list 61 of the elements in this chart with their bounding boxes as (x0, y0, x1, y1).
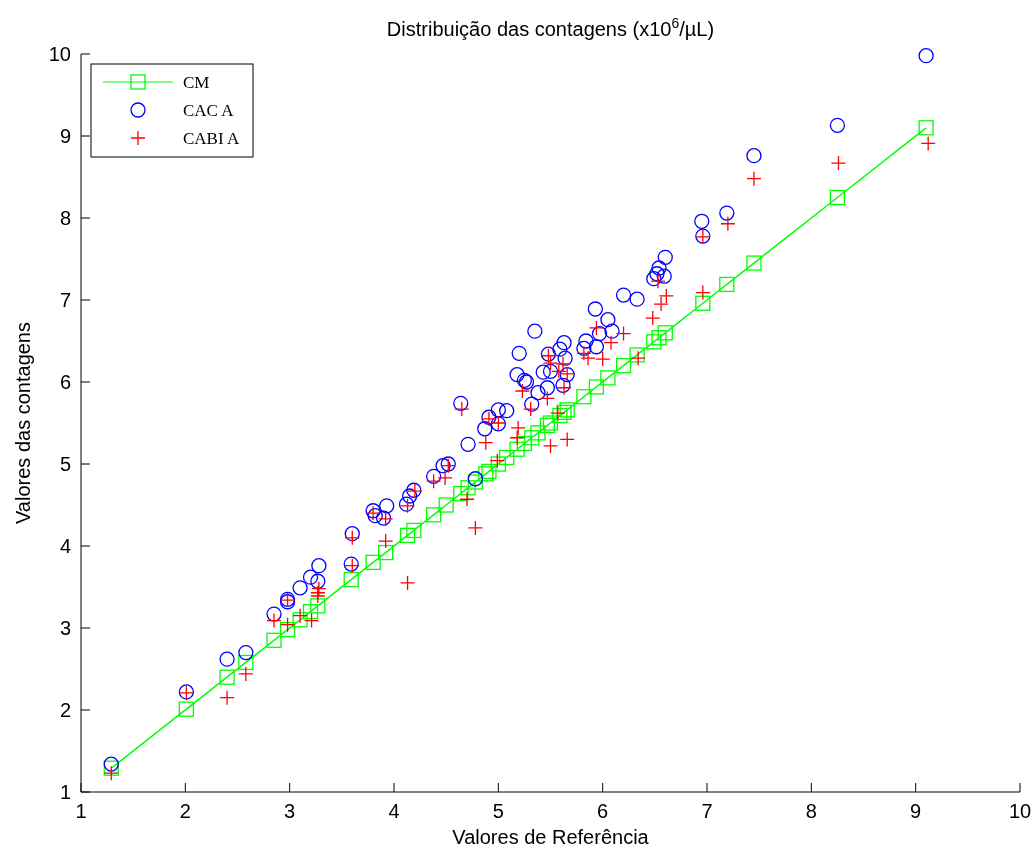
x-tick-label: 4 (388, 800, 400, 822)
y-tick-label: 9 (59, 125, 71, 147)
point (524, 430, 540, 446)
point (829, 189, 846, 206)
point (516, 435, 533, 452)
x-tick-label: 10 (1008, 800, 1032, 822)
y-tick-label: 7 (59, 289, 71, 311)
point (600, 370, 616, 386)
point (657, 325, 673, 341)
x-tick-label: 9 (910, 800, 922, 822)
x-tick-label: 2 (179, 800, 191, 822)
point (918, 120, 934, 136)
point (292, 612, 308, 628)
point (426, 507, 442, 523)
point (343, 571, 359, 588)
x-tick-label: 1 (75, 800, 87, 822)
y-tick-label: 10 (48, 43, 71, 65)
point (576, 389, 592, 405)
point (509, 441, 525, 457)
point (460, 480, 476, 496)
point (646, 334, 662, 350)
point (238, 654, 254, 671)
x-tick-label: 6 (597, 800, 609, 822)
chart-title: Distribuição das contagens (x10$^{6}$/µL) (386, 15, 715, 40)
y-tick-label: 1 (59, 781, 71, 803)
y-tick-label: 4 (59, 535, 71, 557)
y-tick-label: 3 (59, 617, 71, 639)
x-tick-label: 3 (284, 800, 296, 822)
point (588, 379, 605, 395)
x-tick-label: 8 (805, 800, 817, 822)
legend-label: CM (183, 73, 210, 92)
legend-label: CAC A (183, 101, 235, 120)
point (438, 497, 454, 513)
point (302, 603, 319, 620)
point (651, 330, 667, 346)
x-axis-title: Valores de Referência (452, 826, 650, 848)
point (310, 598, 326, 614)
point (719, 276, 735, 293)
point (499, 449, 515, 466)
point (103, 760, 119, 776)
point (615, 357, 632, 374)
legend-label: CABI A (183, 129, 240, 148)
y-tick-label: 5 (59, 453, 71, 475)
point (746, 255, 762, 271)
point (219, 669, 235, 685)
x-tick-label: 5 (492, 800, 504, 822)
point (695, 295, 711, 311)
x-tick-label: 7 (701, 800, 713, 822)
point (365, 554, 381, 571)
y-tick-label: 8 (59, 207, 71, 229)
point (399, 527, 416, 543)
point (530, 425, 546, 441)
point (453, 485, 469, 502)
y-tick-label: 6 (59, 371, 71, 393)
point (378, 544, 394, 561)
y-tick-label: 2 (59, 699, 71, 721)
y-axis-title: Valores das contagens (12, 322, 34, 524)
point (178, 701, 195, 717)
point (266, 632, 282, 648)
point (279, 621, 296, 638)
point (406, 522, 422, 539)
